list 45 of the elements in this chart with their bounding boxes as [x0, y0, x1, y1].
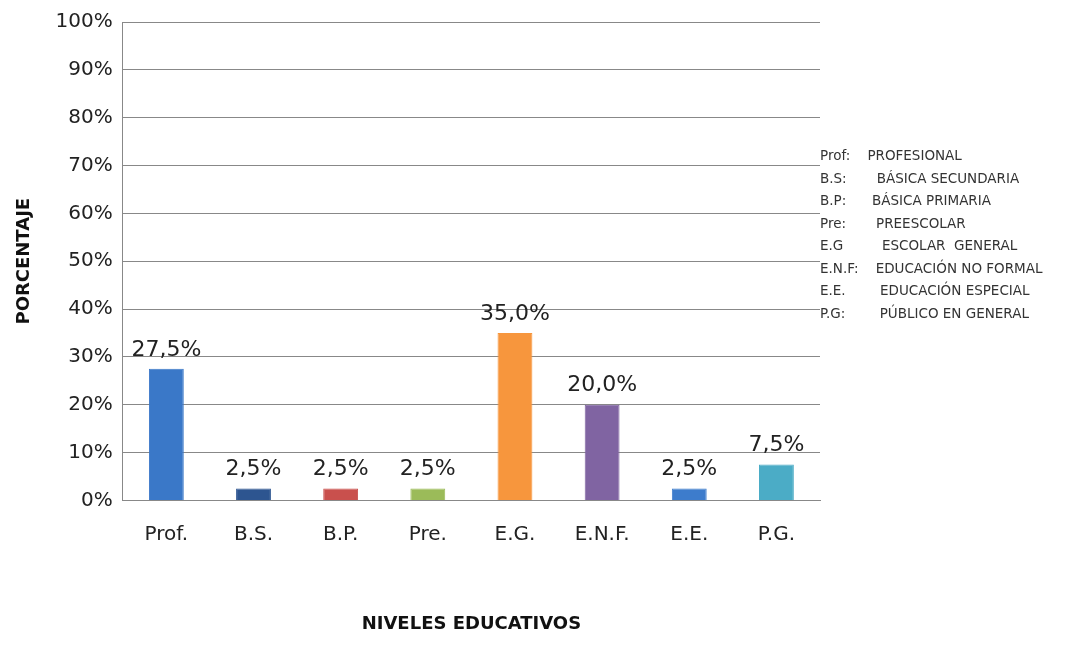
y-axis-title: PORCENTAJE	[12, 197, 34, 325]
y-tick-label: 10%	[68, 438, 113, 463]
data-label: 27,5%	[131, 335, 202, 361]
y-tick-label: 20%	[68, 390, 113, 415]
annotation: E.G ESCOLAR GENERAL	[820, 236, 1019, 255]
annotation: Pre: PREESCOLAR	[820, 213, 967, 233]
x-tick-label: P.G.	[757, 520, 796, 545]
annotation: E.N.F: EDUCACIÓN NO FORMAL	[820, 258, 1043, 278]
data-label: 2,5%	[312, 455, 369, 481]
x-tick-label: B.S.	[233, 520, 274, 545]
bar	[497, 332, 533, 500]
y-tick-label: 90%	[68, 56, 113, 81]
x-tick-label: E.G.	[494, 520, 536, 545]
data-label: 2,5%	[225, 455, 282, 481]
x-tick-label: E.E.	[670, 520, 709, 545]
x-tick-label: B.P.	[322, 520, 359, 545]
y-tick-label: 50%	[68, 247, 113, 272]
annotation: B.S: BÁSICA SECUNDARIA	[820, 168, 1021, 188]
annotation: B.P: BÁSICA PRIMARIA	[820, 191, 992, 210]
y-tick-label: 70%	[68, 151, 113, 176]
data-label: 35,0%	[480, 299, 550, 325]
x-tick-label: Pre.	[408, 520, 447, 545]
x-tick-label: Prof.	[144, 520, 189, 545]
y-tick-label: 0%	[81, 486, 113, 511]
y-tick-label: 80%	[68, 103, 113, 128]
bar	[323, 488, 359, 500]
bar	[410, 488, 446, 500]
x-axis-title: NIVELES EDUCATIVOS	[361, 611, 582, 633]
annotation: Prof: PROFESIONAL	[820, 146, 963, 165]
x-tick-label: E.N.F.	[574, 520, 630, 545]
data-label: 7,5%	[748, 431, 805, 457]
annotation: P.G: PÚBLICO EN GENERAL	[820, 303, 1030, 323]
annotation: E.E. EDUCACIÓN ESPECIAL	[820, 280, 1031, 300]
bar	[236, 488, 271, 500]
bar	[671, 488, 707, 500]
bar	[758, 464, 794, 500]
y-tick-label: 60%	[68, 199, 113, 224]
data-label: 2,5%	[399, 455, 456, 481]
data-label: 2,5%	[661, 455, 718, 481]
y-tick-label: 40%	[68, 295, 113, 320]
data-label: 20,0%	[567, 371, 638, 397]
bar	[584, 404, 620, 500]
y-tick-label: 30%	[68, 343, 113, 368]
bar	[148, 368, 184, 500]
y-tick-label: 100%	[55, 8, 113, 33]
